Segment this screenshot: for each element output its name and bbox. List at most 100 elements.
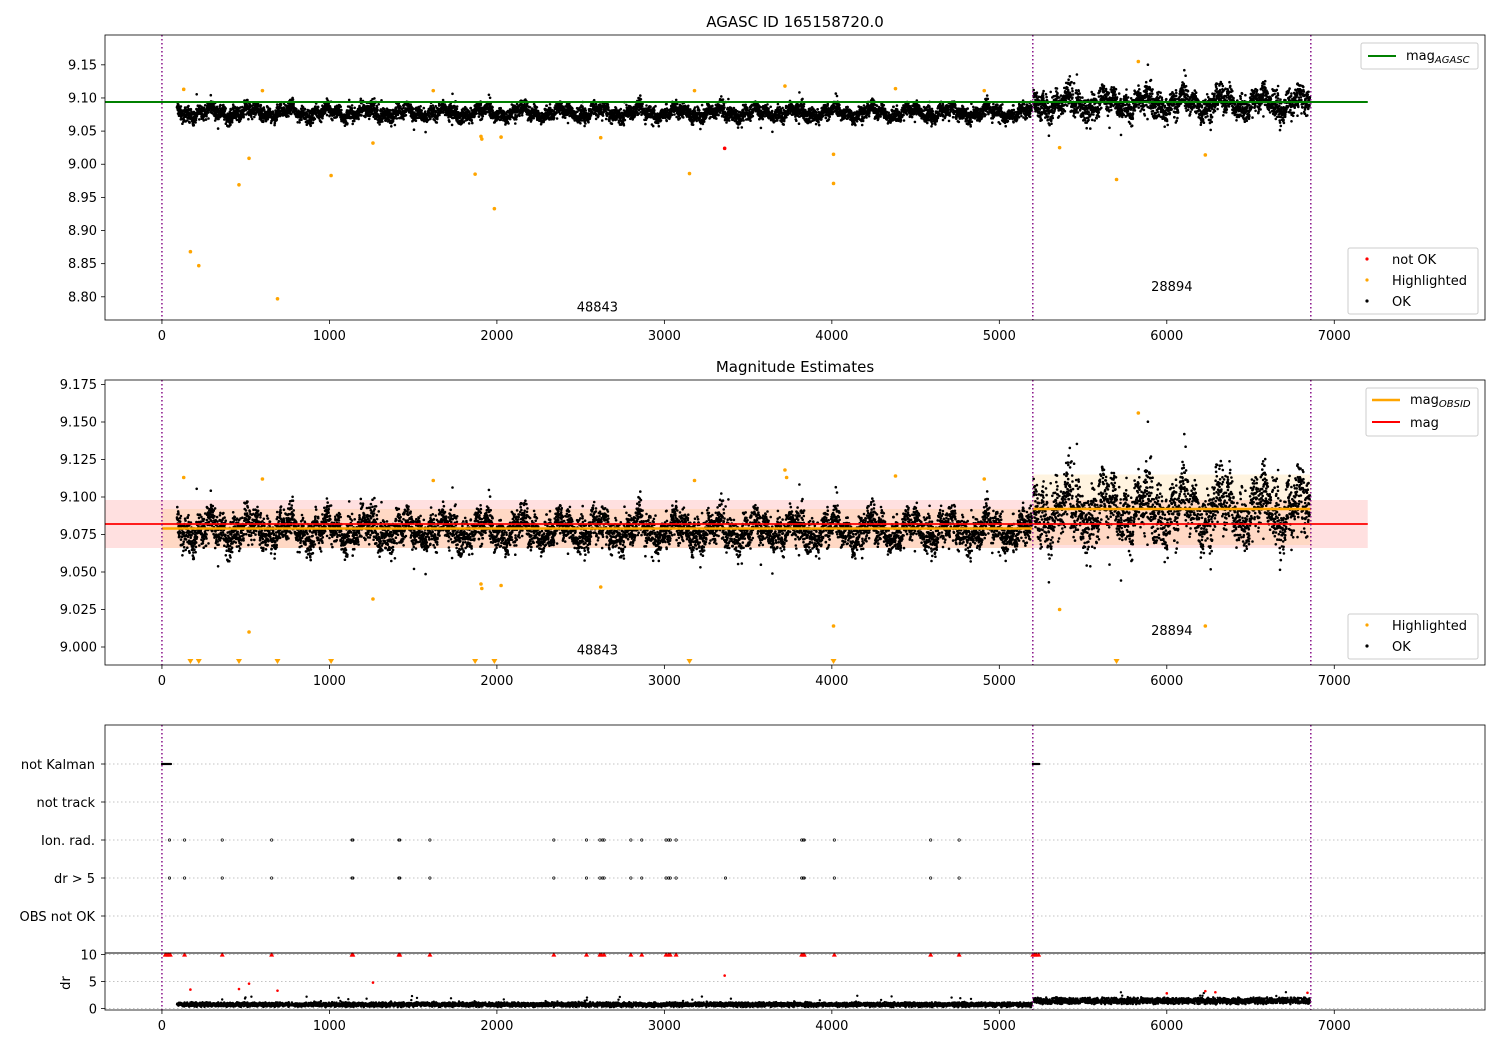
p1-ok-point: [678, 117, 682, 120]
p1-ok-point: [778, 105, 781, 109]
p1-ok-point: [209, 93, 213, 97]
p1-ok-point: [695, 119, 698, 123]
p1-ok-point: [435, 121, 439, 124]
p1-ok-point: [782, 119, 786, 123]
p1-ok-point: [587, 121, 590, 124]
p1-ok-point: [283, 108, 287, 111]
p1-ok-point: [282, 102, 286, 105]
p1-ok-point: [691, 123, 695, 126]
p1-ok-point: [802, 102, 806, 106]
p1-ok-point: [404, 113, 408, 117]
p1-ok-point: [242, 113, 246, 116]
p1-ok-point: [488, 96, 492, 100]
p1-ok-point: [693, 106, 697, 109]
panel-agasc-plot-area: [105, 59, 1368, 301]
p1-ok-point: [263, 109, 266, 112]
p1-ok-point: [715, 117, 718, 120]
p1-ok-point: [700, 103, 704, 107]
p1-ok-point: [373, 97, 376, 100]
p1-ok-point: [722, 103, 726, 107]
p1-ok-point: [608, 119, 611, 123]
p1-ok-point: [535, 106, 539, 109]
p1-ok-point: [641, 102, 644, 106]
p1-ok-point: [827, 118, 831, 121]
p1-ok-point: [195, 93, 198, 96]
p1-ok-point: [275, 103, 279, 106]
p1-ok-point: [202, 119, 205, 122]
panel-agasc-title: AGASC ID 165158720.0: [706, 13, 884, 31]
p1-ok-point: [429, 117, 432, 120]
p1-ok-point: [689, 108, 692, 111]
p1-ok-point: [723, 106, 726, 109]
p1-ok-points: [175, 91, 1034, 134]
p1-ok-point: [469, 106, 473, 110]
p1-ok-point: [653, 108, 656, 112]
p1-ok-point: [448, 120, 451, 123]
p1-ok-point: [514, 122, 517, 125]
p1-ok-point: [391, 120, 395, 123]
p1-ok-point: [393, 123, 397, 127]
p1-ok-point: [301, 105, 305, 109]
p1-ok-point: [419, 105, 422, 108]
p1-ok-point: [749, 119, 752, 122]
p1-ok-point: [477, 115, 481, 118]
p1-ok-point: [202, 106, 206, 110]
p1-ok-point: [835, 94, 839, 98]
p1-ok-point: [359, 97, 363, 101]
p1-ok-point: [814, 122, 818, 126]
p1-ok-point: [377, 103, 381, 106]
p1-ok-point: [436, 117, 439, 121]
p1-ok-point: [654, 104, 657, 108]
p1-ok-point: [749, 107, 752, 111]
p1-ok-point: [287, 115, 290, 118]
p1-ok-point: [659, 119, 663, 122]
p1-ok-point: [367, 117, 371, 121]
p1-ok-point: [224, 107, 227, 110]
p1-ok-point: [411, 107, 415, 111]
p1-ok-point: [276, 105, 279, 109]
p1-ok-point: [769, 105, 772, 109]
p1-ok-point: [268, 107, 272, 111]
p1-ok-point: [308, 111, 312, 115]
p1-ok-point: [235, 118, 239, 122]
p1-ok-point: [229, 123, 232, 126]
p1-ok-point: [640, 104, 644, 108]
p1-ok-point: [360, 114, 363, 117]
p1-ok-point: [471, 121, 474, 125]
p1-ok-point: [188, 121, 191, 124]
p1-ok-point: [390, 125, 393, 128]
p1-ok-point: [431, 104, 435, 107]
p1-ok-point: [727, 97, 730, 101]
p1-ok-point: [222, 103, 225, 107]
p1-ok-point: [304, 117, 307, 121]
p1-ok-point: [272, 113, 276, 116]
p1-ok-point: [207, 117, 210, 120]
p1-ok-point: [378, 123, 381, 126]
p1-ok-point: [717, 113, 720, 117]
p1-ok-point: [247, 117, 250, 121]
p1-ok-point: [746, 106, 749, 110]
p1-ok-point: [732, 106, 736, 110]
p1-ok-point: [309, 124, 313, 128]
p1-ok-point: [771, 130, 774, 134]
p1-ok-point: [824, 116, 828, 120]
p1-ok-point: [584, 109, 588, 112]
p1-ok-point: [177, 104, 180, 107]
p1-ok-point: [548, 103, 552, 106]
p1-ok-point: [740, 126, 744, 129]
p1-ok-point: [607, 106, 610, 109]
p1-ok-point: [350, 107, 354, 110]
p1-ok-point: [711, 104, 714, 108]
p1-ok-point: [520, 113, 524, 117]
p1-ok-point: [797, 122, 801, 125]
p1-ok-point: [584, 122, 587, 125]
p1-ok-point: [267, 116, 270, 119]
p1-ok-point: [545, 104, 548, 107]
p1-ok-point: [289, 109, 293, 112]
p1-ok-point: [682, 116, 685, 119]
p1-ok-point: [583, 124, 586, 128]
p1-ok-point: [709, 115, 712, 119]
p1-ok-point: [275, 117, 279, 121]
p1-ok-point: [563, 116, 567, 119]
